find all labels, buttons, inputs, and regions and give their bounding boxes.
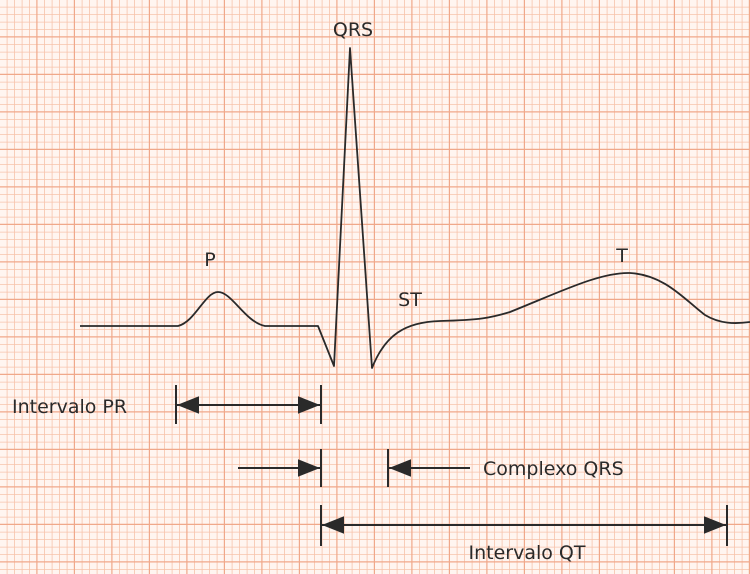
qrs-label: QRS (333, 19, 373, 41)
st-segment-label: ST (398, 289, 422, 311)
qrs-complex-label: Complexo QRS (483, 458, 624, 480)
qrs-complex-marker (238, 449, 470, 487)
ecg-trace (80, 47, 750, 369)
pr-interval-label: Intervalo PR (12, 396, 127, 418)
p-wave-label: P (204, 249, 215, 271)
pr-interval-marker (175, 385, 322, 424)
qt-interval-marker (320, 505, 728, 546)
t-wave-label: T (615, 245, 628, 267)
qt-interval-label: Intervalo QT (469, 542, 586, 564)
